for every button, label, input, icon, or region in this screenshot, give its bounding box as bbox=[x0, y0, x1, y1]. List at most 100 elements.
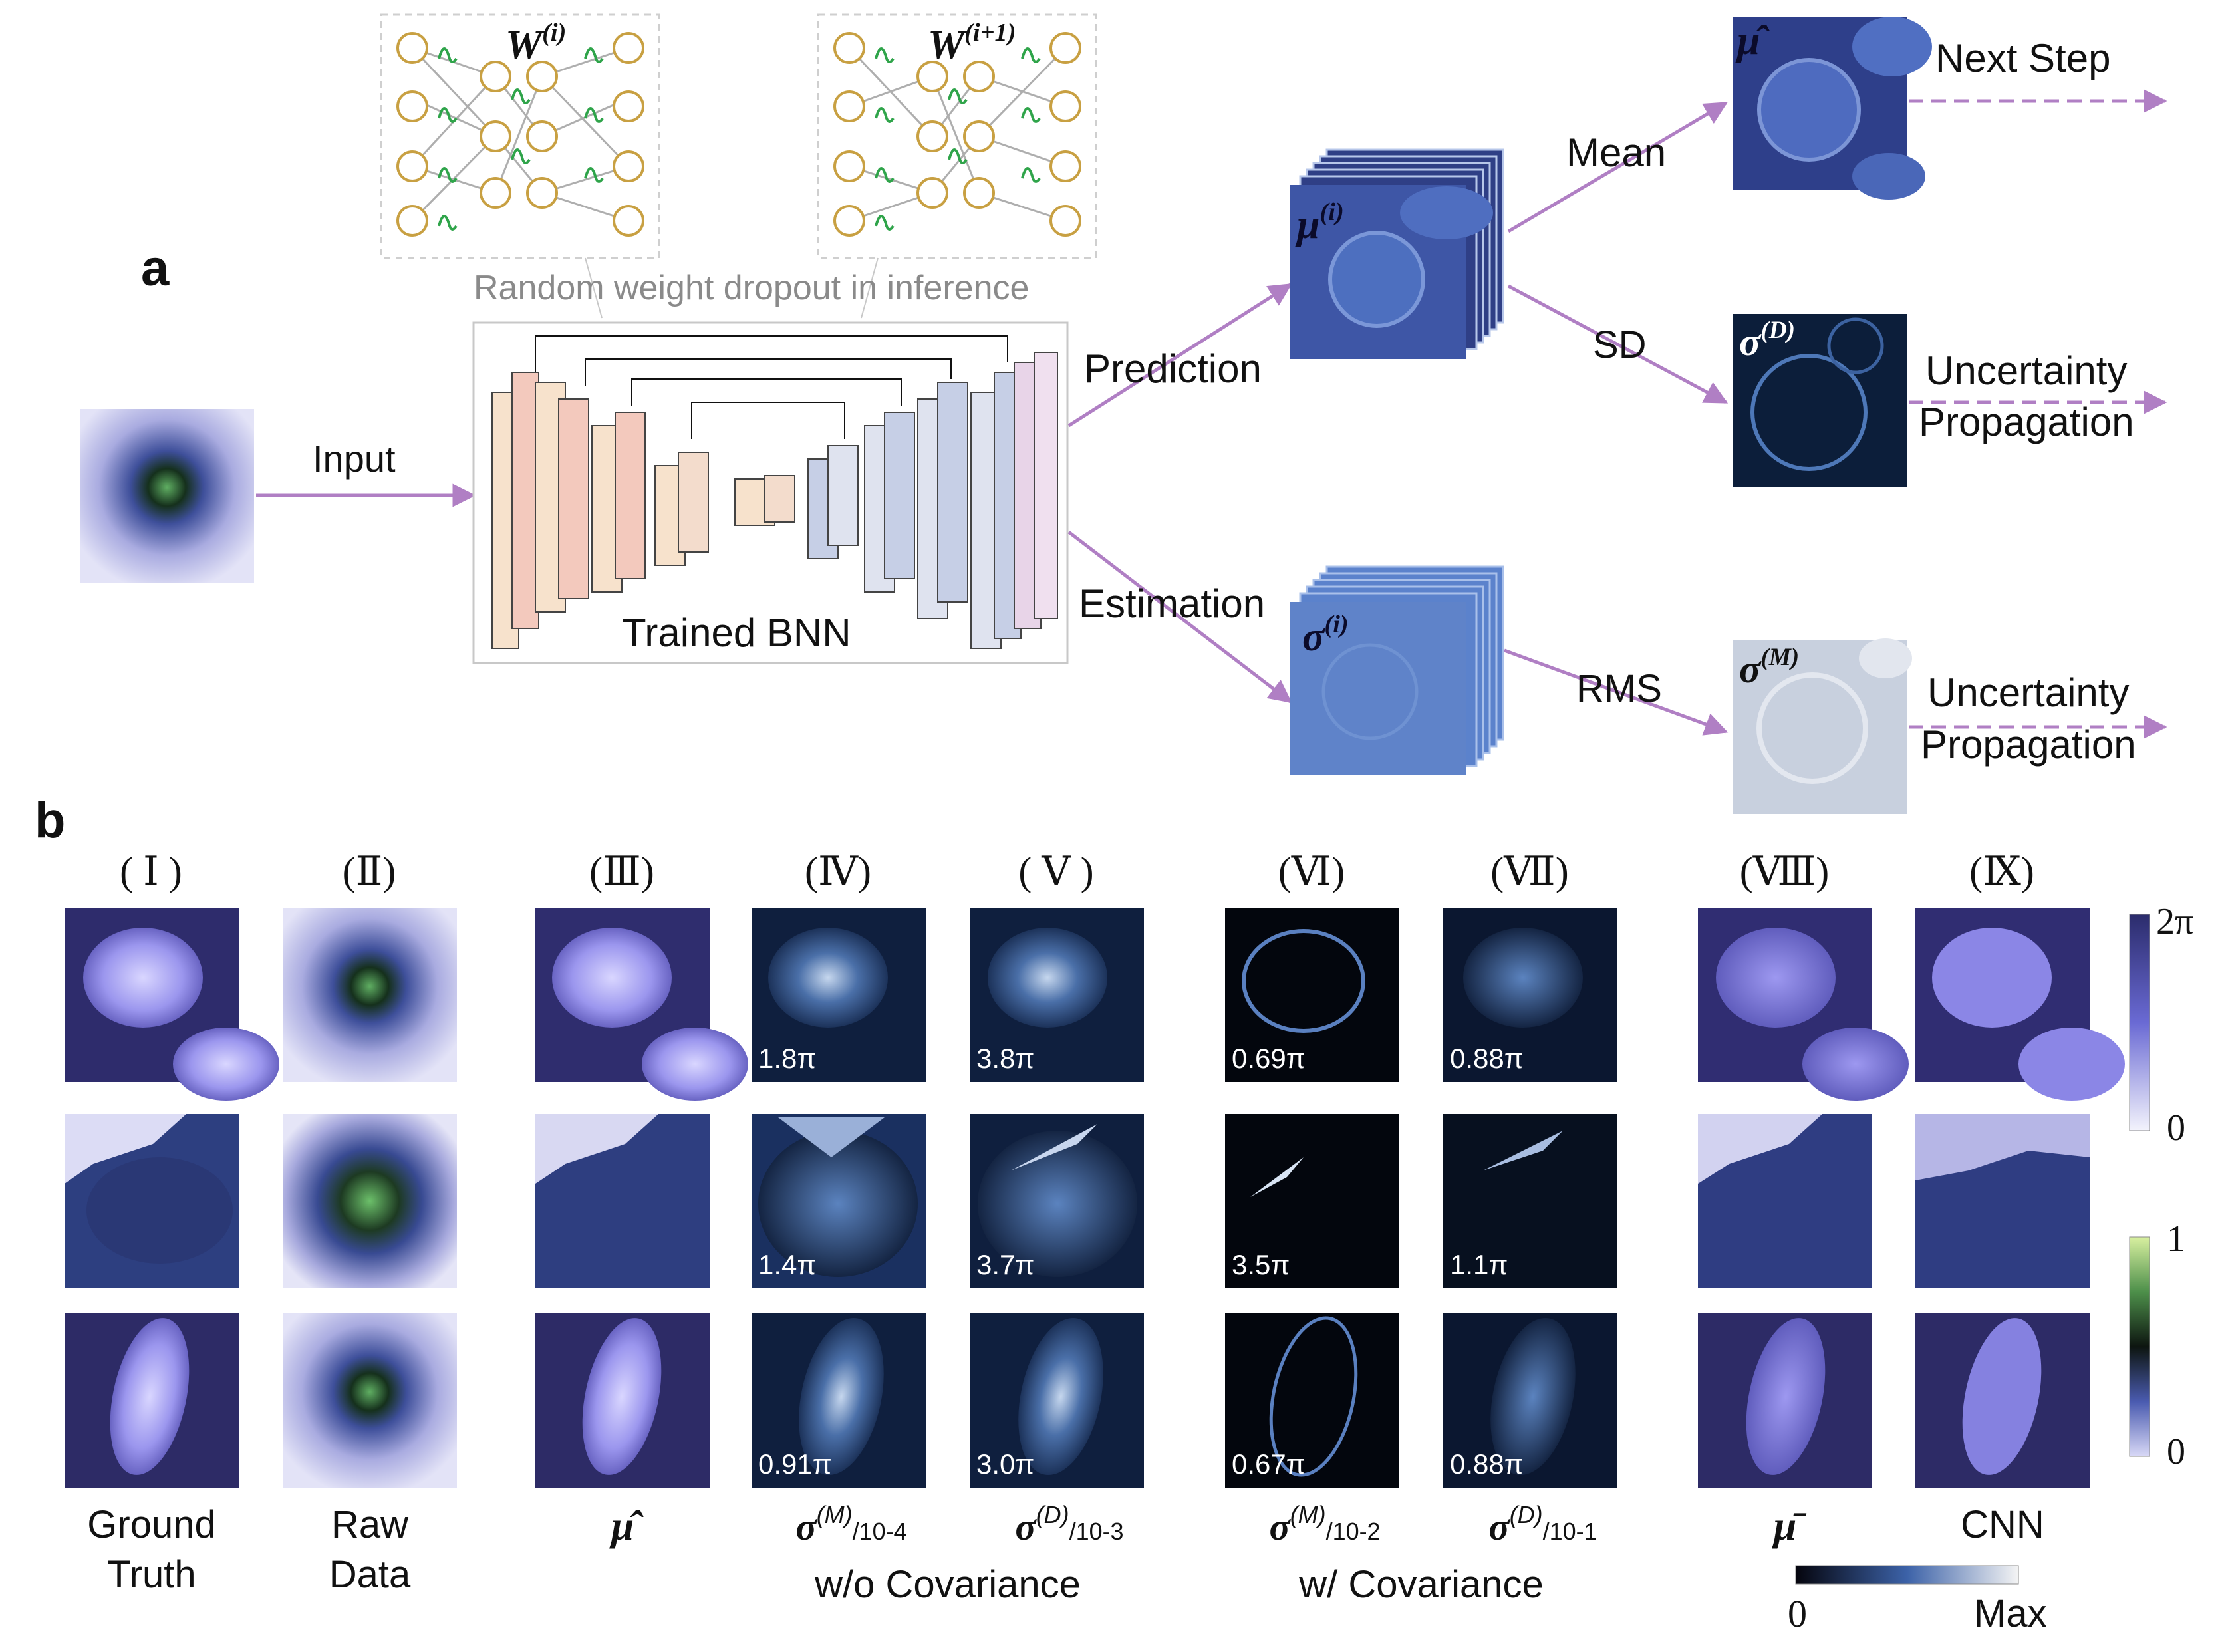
panel-b-letter: b bbox=[35, 792, 66, 849]
network-weights-i-plus-1 bbox=[817, 13, 1097, 259]
colorbar-intensity-bottom: 0 bbox=[2167, 1431, 2185, 1472]
tile-c5-r1 bbox=[970, 908, 1144, 1082]
caption-ground-truth: Ground Truth bbox=[87, 1503, 216, 1597]
mu-i-stack bbox=[1290, 148, 1504, 359]
colorbar-uncertainty bbox=[1795, 1565, 2019, 1585]
tile-c8-r3 bbox=[1698, 1313, 1872, 1488]
tile-c7-r1 bbox=[1443, 908, 1617, 1082]
colorbar-intensity-top: 1 bbox=[2167, 1218, 2185, 1260]
caption-sigma-m-2: σ(M)/10-2 bbox=[1269, 1501, 1381, 1549]
input-label: Input bbox=[313, 438, 396, 480]
tile-c6-r1 bbox=[1225, 908, 1399, 1082]
colorbar-uncertainty-min: 0 bbox=[1788, 1592, 1807, 1635]
next-step-label: Next Step bbox=[1935, 36, 2111, 80]
dropout-caption: Random weight dropout in inference bbox=[474, 269, 1030, 307]
tile-value: 3.8π bbox=[976, 1043, 1035, 1074]
mu-i-label: μ(i) bbox=[1297, 198, 1344, 247]
tile-c7-r2 bbox=[1443, 1114, 1617, 1288]
column-label-6: (Ⅵ) bbox=[1278, 849, 1345, 893]
sigma-d-label: σ(D) bbox=[1739, 317, 1795, 364]
tile-raw-r3 bbox=[283, 1313, 457, 1488]
mean-arrow bbox=[1507, 101, 1729, 233]
caption-mu-hat: μ̂ bbox=[611, 1504, 634, 1549]
tile-c5-r3 bbox=[970, 1313, 1144, 1488]
input-image bbox=[80, 409, 254, 583]
sigma-m-image bbox=[1733, 638, 1912, 814]
tile-gt-r3 bbox=[65, 1313, 239, 1488]
column-label-4: (Ⅳ) bbox=[805, 849, 871, 893]
tile-value: 0.91π bbox=[758, 1448, 832, 1480]
prediction-label: Prediction bbox=[1084, 346, 1262, 391]
tile-c4-r1 bbox=[752, 908, 926, 1082]
tile-value: 0.88π bbox=[1450, 1043, 1524, 1074]
tile-gt-r1 bbox=[65, 908, 279, 1101]
tile-value: 1.4π bbox=[758, 1249, 817, 1280]
colorbar-uncertainty-max: Max bbox=[1974, 1592, 2047, 1635]
tile-raw-r2 bbox=[283, 1114, 457, 1288]
estimation-arrow bbox=[1067, 531, 1292, 704]
tile-value: 1.8π bbox=[758, 1043, 817, 1074]
colorbar-intensity bbox=[2129, 1236, 2150, 1457]
colorbar-phase-bottom: 0 bbox=[2167, 1107, 2185, 1149]
sigma-i-label: σ(i) bbox=[1302, 611, 1349, 660]
mu-hat-label: μ̂ bbox=[1737, 18, 1760, 63]
group-label-wo-covariance: w/o Covariance bbox=[815, 1563, 1081, 1606]
tile-value: 0.69π bbox=[1232, 1043, 1306, 1074]
colorbar-phase-top: 2π bbox=[2156, 901, 2194, 942]
tile-raw-r1 bbox=[283, 908, 457, 1082]
uncertainty-label-1a: Uncertainty bbox=[1925, 348, 2128, 393]
rms-arrow bbox=[1504, 648, 1729, 736]
tile-c8-r1 bbox=[1698, 908, 1909, 1101]
tile-c9-r3 bbox=[1915, 1313, 2090, 1488]
sigma-i-stack bbox=[1290, 565, 1504, 775]
tile-c8-r2 bbox=[1698, 1114, 1872, 1288]
w-i-label: W(i) bbox=[505, 19, 567, 68]
rms-label: RMS bbox=[1576, 667, 1662, 710]
caption-sigma-m-1: σ(M)/10-4 bbox=[795, 1501, 907, 1549]
tile-value: 3.5π bbox=[1232, 1249, 1290, 1280]
sigma-d-image bbox=[1733, 314, 1907, 487]
tile-c6-r3 bbox=[1225, 1313, 1399, 1488]
tile-value: 0.88π bbox=[1450, 1448, 1524, 1480]
column-label-3: (Ⅲ) bbox=[589, 849, 654, 893]
tile-c9-r2 bbox=[1915, 1114, 2090, 1288]
tile-value: 3.7π bbox=[976, 1249, 1035, 1280]
sd-arrow bbox=[1507, 284, 1729, 404]
mu-hat-image bbox=[1733, 17, 1932, 200]
tile-muhat-r3 bbox=[535, 1313, 710, 1488]
caption-sigma-d-1: σ(D)/10-3 bbox=[1015, 1501, 1124, 1549]
column-label-8: (Ⅷ) bbox=[1739, 849, 1830, 893]
estimation-label: Estimation bbox=[1079, 581, 1266, 626]
tile-c5-r2 bbox=[970, 1114, 1144, 1288]
tile-value: 0.67π bbox=[1232, 1448, 1306, 1480]
network-weights-i bbox=[380, 13, 660, 259]
caption-raw-data: Raw Data bbox=[329, 1503, 411, 1597]
tile-gt-r2 bbox=[65, 1114, 239, 1288]
caption-cnn: CNN bbox=[1961, 1503, 2044, 1546]
caption-mu-bar: μ̄ bbox=[1773, 1504, 1797, 1549]
mean-label: Mean bbox=[1566, 130, 1667, 175]
panel-a-letter: a bbox=[141, 240, 170, 297]
tile-c6-r2 bbox=[1225, 1114, 1399, 1288]
sd-label: SD bbox=[1593, 323, 1647, 366]
column-label-7: (Ⅶ) bbox=[1490, 849, 1569, 893]
group-label-w-covariance: w/ Covariance bbox=[1299, 1563, 1544, 1606]
column-label-2: (Ⅱ) bbox=[342, 849, 396, 893]
trained-bnn-unet bbox=[472, 321, 1069, 664]
uncertainty-label-2a: Uncertainty bbox=[1927, 670, 2130, 715]
uncertainty-label-1b: Propagation bbox=[1919, 400, 2134, 444]
column-label-9: (Ⅸ) bbox=[1969, 849, 2034, 893]
colorbar-phase bbox=[2129, 914, 2150, 1131]
w-i-plus-1-label: W(i+1) bbox=[928, 19, 1016, 68]
tile-muhat-r2 bbox=[535, 1114, 710, 1288]
sigma-m-label: σ(M) bbox=[1739, 644, 1800, 692]
tile-muhat-r1 bbox=[535, 908, 748, 1101]
tile-value: 3.0π bbox=[976, 1448, 1035, 1480]
uncertainty-label-2b: Propagation bbox=[1921, 722, 2136, 767]
prediction-arrow bbox=[1067, 283, 1292, 428]
tile-c7-r3 bbox=[1443, 1313, 1617, 1488]
caption-sigma-d-2: σ(D)/10-1 bbox=[1488, 1501, 1597, 1549]
trained-bnn-label: Trained BNN bbox=[622, 611, 851, 655]
tile-value: 1.1π bbox=[1450, 1249, 1508, 1280]
